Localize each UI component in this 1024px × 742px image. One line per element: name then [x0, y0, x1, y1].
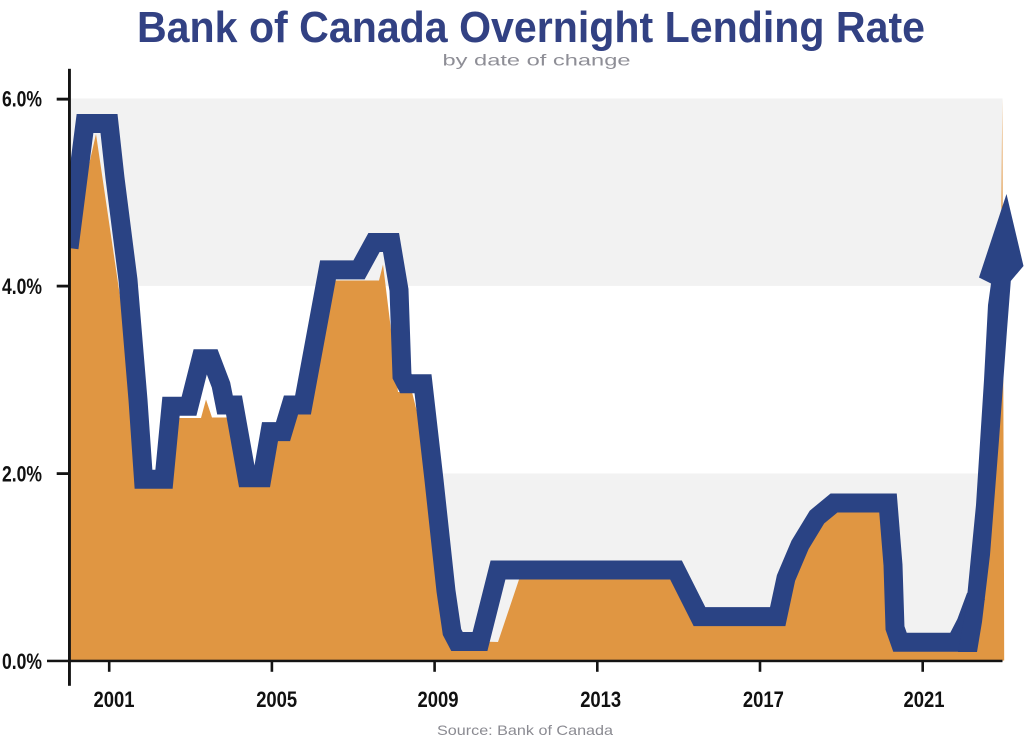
svg-text:2013: 2013: [580, 687, 621, 712]
svg-text:2009: 2009: [418, 687, 459, 712]
svg-text:0.0%: 0.0%: [2, 649, 42, 674]
svg-text:2017: 2017: [743, 687, 784, 712]
svg-text:2.0%: 2.0%: [2, 462, 42, 487]
svg-text:2005: 2005: [256, 687, 297, 712]
svg-text:by date of change: by date of change: [443, 53, 631, 70]
svg-text:2021: 2021: [904, 687, 945, 712]
svg-text:Source: Bank of Canada: Source: Bank of Canada: [437, 722, 613, 738]
svg-text:6.0%: 6.0%: [2, 87, 42, 112]
svg-text:4.0%: 4.0%: [2, 274, 42, 299]
svg-text:Bank of Canada Overnight Lendi: Bank of Canada Overnight Lending Rate: [137, 3, 925, 52]
svg-text:2001: 2001: [94, 687, 135, 712]
